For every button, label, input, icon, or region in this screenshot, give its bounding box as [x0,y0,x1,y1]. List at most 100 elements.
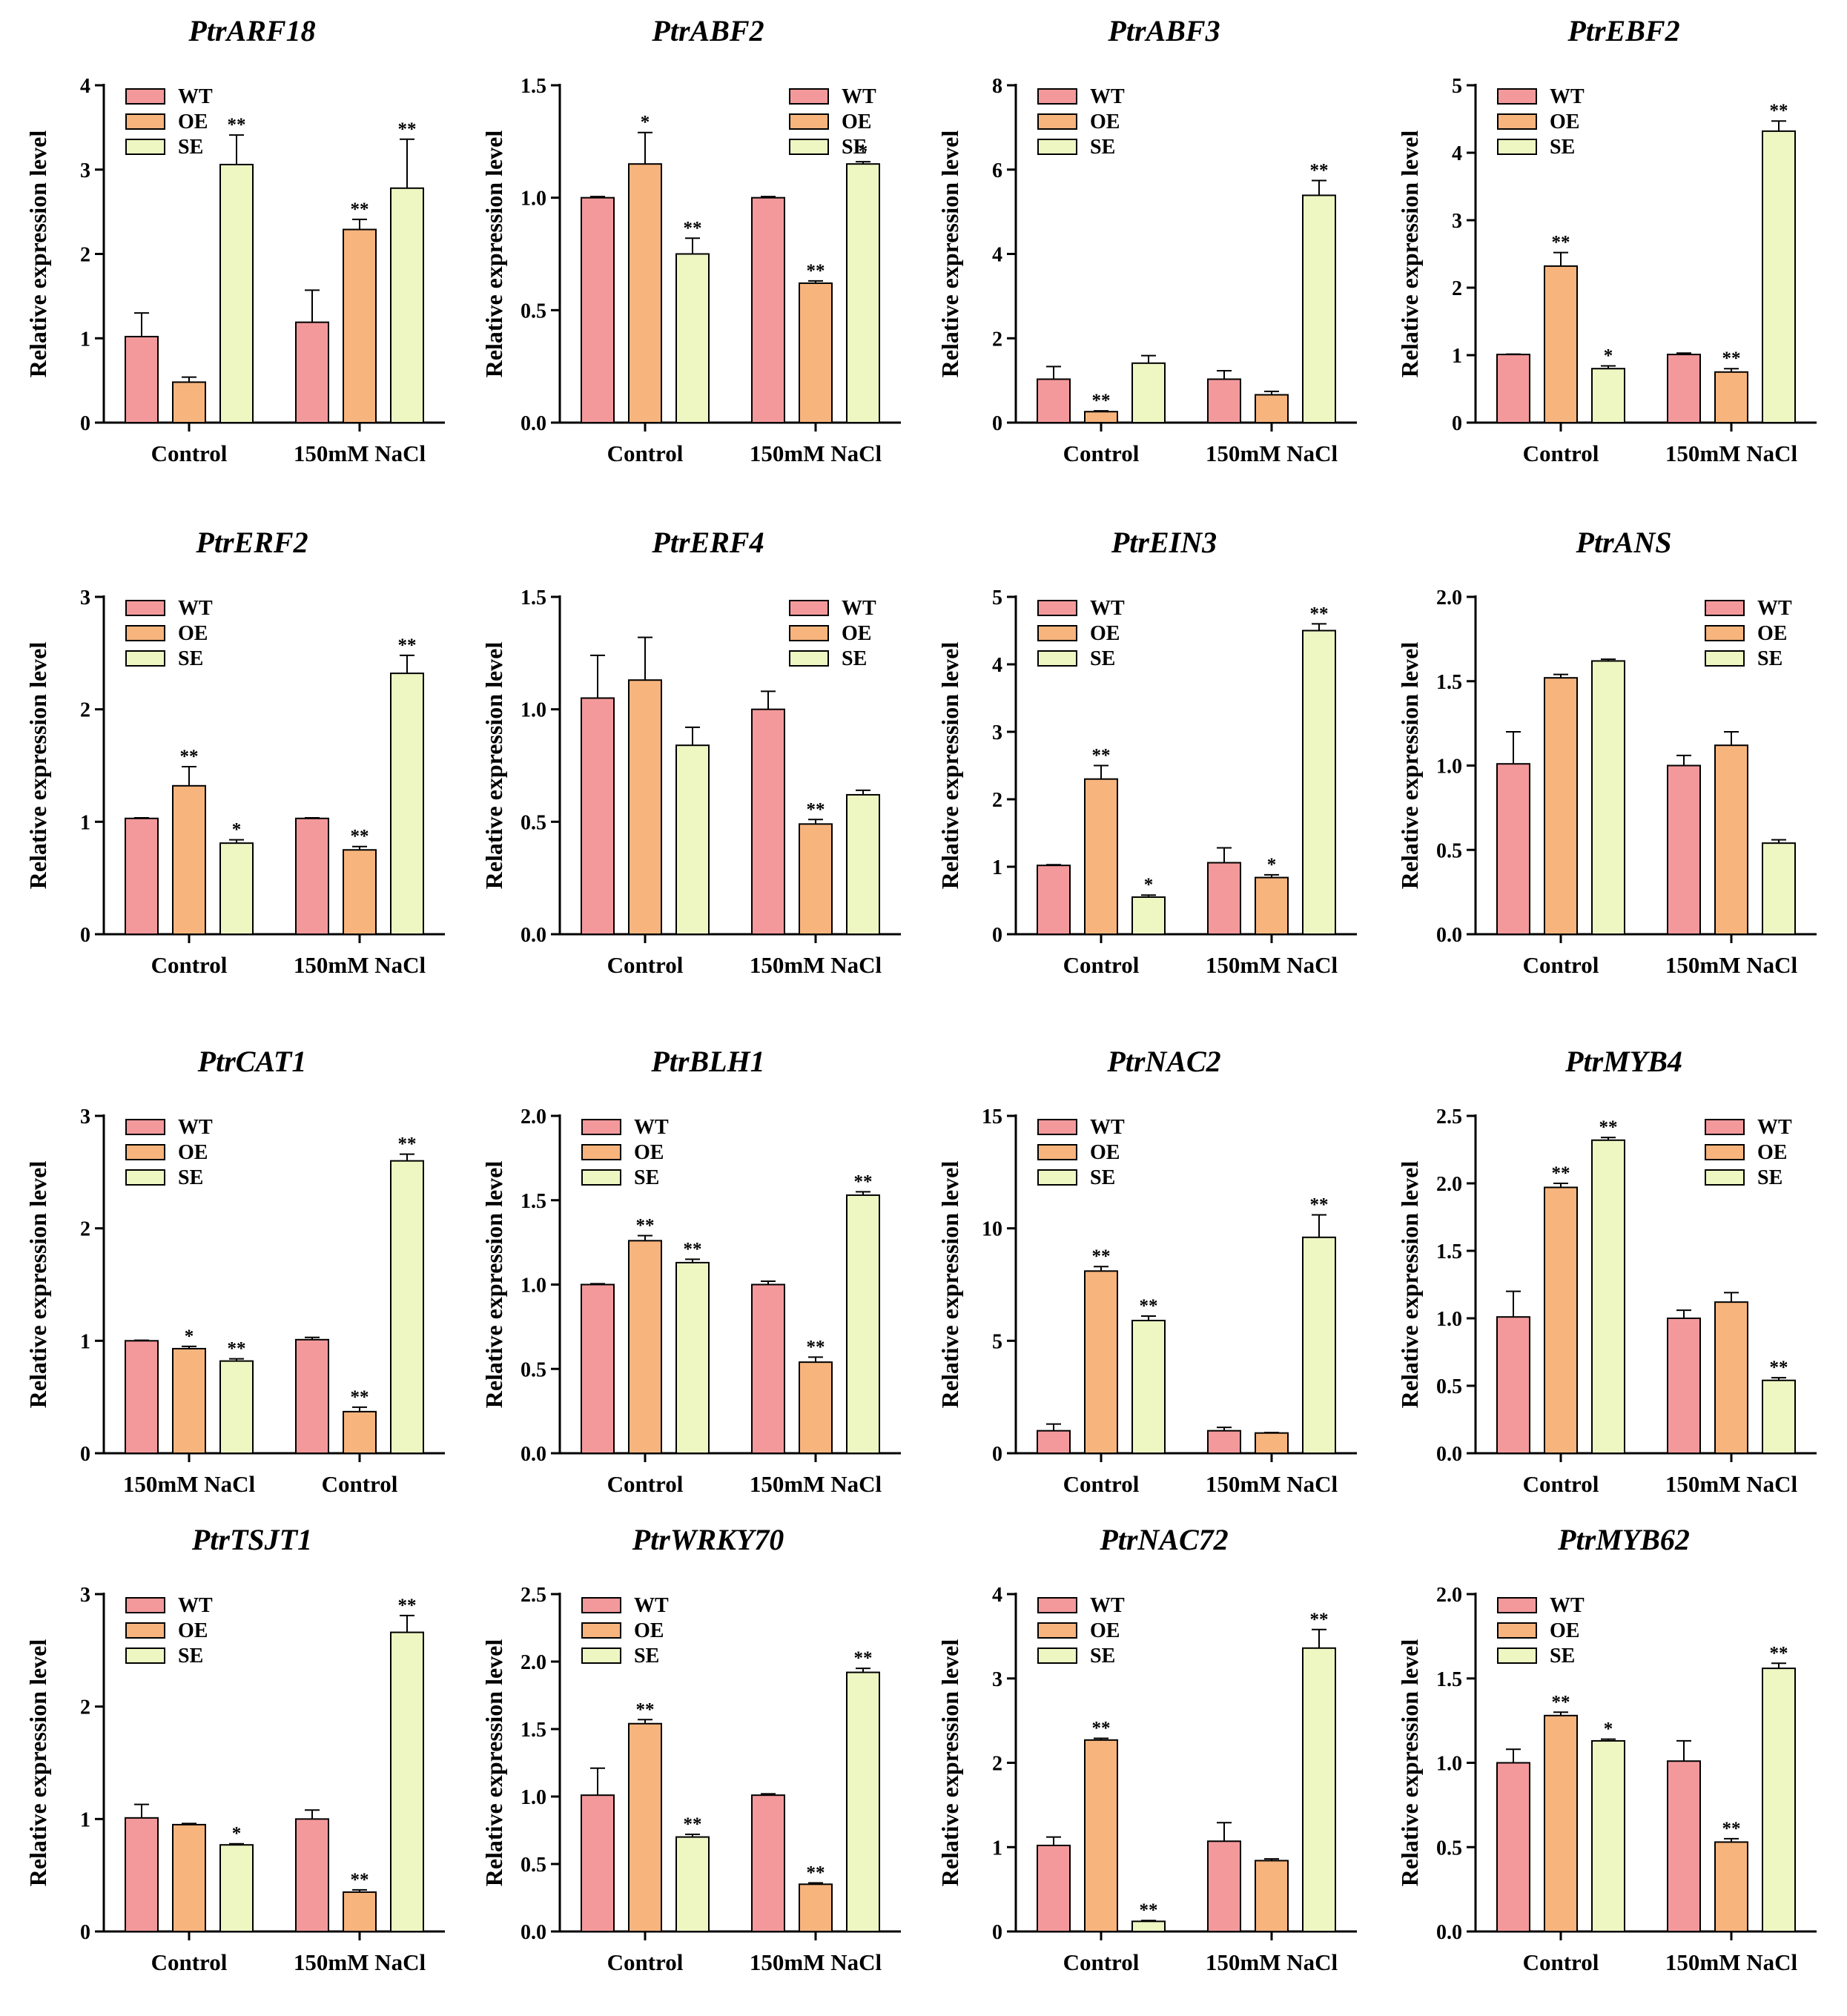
legend-label-oe: OE [634,1141,664,1164]
legend-label-se: SE [1090,136,1115,159]
significance-mark: ** [636,1216,655,1236]
significance-mark: ** [398,1134,417,1154]
legend-swatch-se [581,1647,621,1664]
legend-swatch-oe [1705,1144,1745,1160]
y-tick-label: 10 [982,1218,1002,1241]
y-tick-label: 2 [80,1696,90,1719]
significance-mark: ** [1722,348,1741,369]
significance-mark: * [1144,875,1154,895]
chart-title: PtrMYB62 [1557,1523,1690,1556]
y-tick-label: 0 [1452,412,1462,435]
x-category-label: Control [151,952,228,978]
y-tick-label: 0.5 [1436,1375,1462,1398]
significance-mark: ** [1552,1163,1570,1183]
bar-wt [751,196,785,423]
significance-mark: * [185,1326,194,1346]
x-category-label: Control [607,1471,684,1497]
significance-mark: ** [1140,1296,1158,1316]
y-tick-label: 1.0 [1436,1753,1462,1776]
y-tick-label: 0.0 [521,412,546,435]
y-tick-label: 4 [992,654,1002,677]
significance-mark: * [859,142,868,162]
y-tick-label: 8 [992,75,1002,98]
legend-swatch-oe [125,1622,165,1639]
y-tick-label: 3 [80,1106,90,1128]
y-tick-label: 0.5 [521,300,546,323]
significance-mark: ** [1310,1610,1329,1630]
legend-swatch-oe [1497,113,1537,130]
bar-oe [343,849,377,935]
bar-oe [1544,265,1578,423]
legend-label-se: SE [1090,647,1115,670]
bar-se [390,1160,424,1455]
x-category-label: 150mM NaCl [750,1471,882,1497]
y-tick-label: 2 [80,244,90,267]
bar-wt [295,321,329,424]
significance-mark: ** [1140,1900,1158,1920]
y-tick-label: 2.5 [1436,1106,1462,1128]
x-category-label: Control [1063,440,1140,466]
legend-swatch-wt [581,1597,621,1613]
x-category-label: 150mM NaCl [750,440,882,466]
bar-wt [295,1818,329,1933]
legend-label-oe: OE [1757,622,1787,645]
y-tick-label: 1.0 [521,699,546,722]
legend-label-se: SE [1550,136,1575,159]
bar-wt [751,1283,785,1454]
significance-mark: ** [1310,604,1329,624]
bar-oe [172,1347,206,1455]
bar-se [1591,660,1625,935]
legend-label-oe: OE [1757,1141,1787,1164]
legend-label-se: SE [1757,647,1782,670]
legend-swatch-wt [1497,88,1537,105]
bar-se [219,1844,254,1933]
chart-PtrARF18: PtrARF18 Relative expression level 0 1 2 3 4 Co… [24,14,445,466]
y-tick-label: 0.5 [521,1358,546,1381]
y-tick-label: 3 [80,1584,90,1607]
chart-PtrNAC2: PtrNAC2 Relative expression level 0 5 10 15 Co… [936,1045,1357,1497]
legend-label-se: SE [178,136,203,159]
chart-PtrERF4: PtrERF4 Relative expression level 0.0 0.5 1.… [480,526,901,978]
y-tick-label: 5 [1452,75,1462,98]
bar-se [1302,194,1336,423]
bar-wt [581,697,615,935]
legend-swatch-se [1037,139,1077,155]
y-tick-label: 3 [992,721,1002,744]
y-tick-label: 1.5 [1436,671,1462,694]
bar-se [390,1631,424,1932]
bar-wt [751,1794,785,1932]
chart-title: PtrANS [1576,526,1672,559]
bar-oe [799,823,833,935]
significance-mark: ** [398,1596,417,1616]
y-tick-label: 2.0 [521,1651,546,1674]
significance-mark: ** [1092,1719,1111,1739]
y-tick-label: 0.0 [521,1443,546,1466]
chart-PtrEIN3: PtrEIN3 Relative expression level 0 1 2 3 4 5 Co… [936,526,1357,978]
significance-mark: ** [1552,233,1570,253]
legend-swatch-se [125,650,165,667]
y-tick-label: 4 [1452,142,1462,165]
chart-PtrTSJT1: PtrTSJT1 Relative expression level 0 1 2 3 Con… [24,1523,445,1975]
bar-wt [1037,865,1071,935]
bar-wt [1496,763,1530,935]
y-tick-label: 0 [992,1443,1002,1466]
legend-label-wt: WT [1757,597,1792,620]
legend-label-oe: OE [1090,622,1120,645]
legend-label-wt: WT [634,1594,669,1617]
y-axis-label: Relative expression level [1396,1639,1423,1887]
bar-wt [295,817,329,935]
x-category-label: 150mM NaCl [1206,1471,1338,1497]
x-category-label: 150mM NaCl [1665,952,1798,978]
significance-mark: ** [684,1814,702,1834]
y-axis-label: Relative expression level [480,1161,507,1409]
legend-label-se: SE [842,647,867,670]
y-tick-label: 4 [992,1584,1002,1607]
y-tick-label: 1 [1452,345,1462,368]
x-category-label: Control [151,1949,228,1975]
y-axis-label: Relative expression level [936,130,963,378]
y-tick-label: 1 [992,856,1002,879]
legend-swatch-oe [125,113,165,130]
